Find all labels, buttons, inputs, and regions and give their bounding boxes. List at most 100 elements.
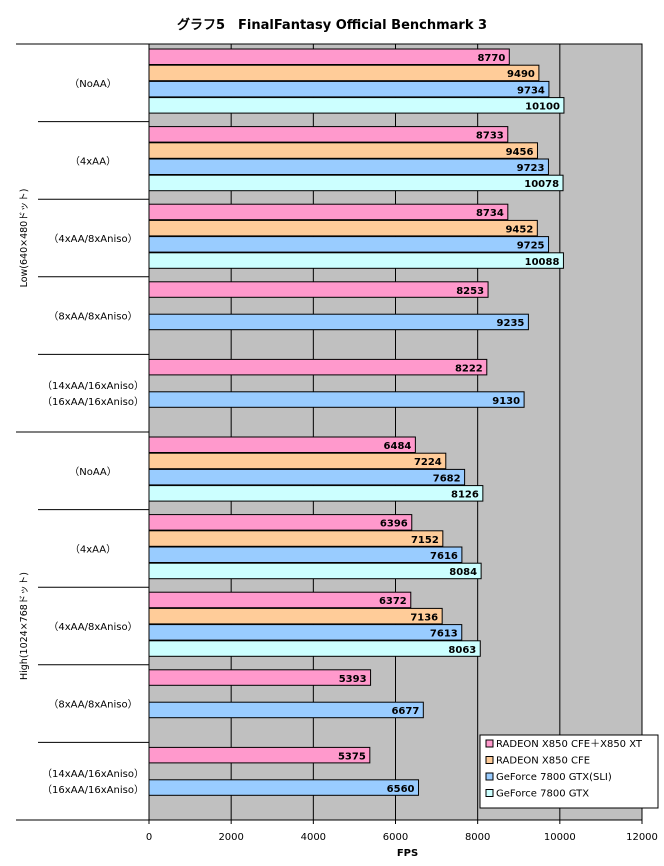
data-label: 6560 bbox=[387, 784, 415, 795]
tick-label: 12000 bbox=[626, 832, 658, 843]
category-label: （NoAA） bbox=[69, 466, 117, 478]
tick-label: 0 bbox=[146, 832, 152, 843]
group-label: High(1024×768ドット) bbox=[19, 572, 30, 680]
category-label: （NoAA） bbox=[69, 78, 117, 90]
data-label: 9452 bbox=[505, 224, 533, 235]
bar bbox=[148, 142, 538, 159]
legend-label: GeForce 7800 GTX bbox=[496, 789, 589, 800]
bar bbox=[148, 591, 412, 609]
data-label: 8063 bbox=[448, 645, 476, 656]
tick-label: 2000 bbox=[218, 832, 243, 843]
data-label: 5375 bbox=[338, 751, 366, 762]
category-label: （4xAA） bbox=[70, 155, 116, 167]
data-label: 6677 bbox=[391, 706, 419, 717]
legend-box bbox=[479, 734, 659, 809]
data-label: 10100 bbox=[525, 102, 560, 113]
data-label: 8222 bbox=[455, 363, 483, 374]
category-label: （8xAA/8xAniso） bbox=[48, 699, 137, 711]
data-label: 8084 bbox=[449, 567, 477, 578]
data-label: 6484 bbox=[384, 441, 412, 452]
data-label: 8253 bbox=[456, 286, 484, 297]
data-label: 8770 bbox=[477, 53, 505, 64]
bar bbox=[148, 607, 443, 625]
legend-swatch bbox=[485, 772, 494, 781]
x-axis-title: FPS bbox=[397, 848, 418, 859]
bar bbox=[148, 530, 444, 547]
legend-label: GeForce 7800 GTX(SLI) bbox=[496, 772, 612, 783]
data-label: 8126 bbox=[451, 490, 479, 501]
legend-swatch bbox=[485, 756, 494, 764]
bar bbox=[148, 436, 416, 453]
bar bbox=[148, 158, 549, 175]
bar bbox=[148, 64, 540, 82]
legend-label: RADEON X850 CFE＋X850 XT bbox=[496, 739, 643, 750]
category-label: （14xAA/16xAniso） bbox=[42, 768, 144, 780]
bar bbox=[148, 746, 371, 764]
legend: RADEON X850 CFE＋X850 XT RADEON X850 CFE Ge… bbox=[479, 734, 659, 809]
data-label: 8734 bbox=[476, 208, 504, 219]
data-label: 6372 bbox=[379, 596, 407, 607]
bar bbox=[148, 219, 538, 237]
bar bbox=[148, 80, 550, 98]
category-label: （16xAA/16xAniso） bbox=[42, 784, 144, 796]
data-label: 6396 bbox=[380, 519, 408, 530]
tick-label: 6000 bbox=[383, 832, 408, 843]
bar bbox=[148, 701, 424, 719]
bar bbox=[148, 97, 565, 114]
x-axis-ticks: 0 2000 4000 6000 8000 10000 12000 bbox=[146, 820, 658, 843]
bar bbox=[148, 452, 447, 470]
tick-label: 8000 bbox=[465, 832, 490, 843]
chart-title: グラフ5 FinalFantasy Official Benchmark 3 bbox=[177, 17, 487, 33]
bar bbox=[148, 779, 420, 796]
bar bbox=[148, 203, 509, 221]
bar bbox=[148, 546, 463, 563]
data-label: 7682 bbox=[433, 473, 461, 484]
group-label: Low(640×480ドット) bbox=[19, 189, 30, 288]
category-label: （16xAA/16xAniso） bbox=[42, 396, 144, 408]
bar bbox=[148, 358, 488, 376]
category-label: （4xAA/8xAniso） bbox=[48, 621, 137, 633]
bar bbox=[148, 391, 525, 408]
bar bbox=[148, 313, 529, 331]
category-labels: Low(640×480ドット) （NoAA） （4xAA） （4xAA/8xAniso… bbox=[16, 43, 149, 821]
data-label: 10078 bbox=[524, 179, 559, 190]
legend-label: RADEON X850 CFE bbox=[496, 756, 590, 767]
category-label: （8xAA/8xAniso） bbox=[48, 311, 137, 323]
bar bbox=[148, 485, 484, 502]
data-label: 9130 bbox=[492, 396, 520, 407]
data-label: 9723 bbox=[517, 163, 545, 174]
bar bbox=[148, 562, 482, 580]
data-label: 9490 bbox=[507, 69, 535, 80]
data-label: 7136 bbox=[410, 612, 438, 623]
legend-swatch bbox=[485, 789, 494, 797]
bar bbox=[148, 236, 550, 253]
bar bbox=[148, 669, 372, 686]
data-label: 10088 bbox=[525, 257, 560, 268]
data-label: 7616 bbox=[430, 551, 458, 562]
bar bbox=[148, 624, 463, 641]
data-label: 9456 bbox=[506, 147, 534, 158]
bar bbox=[148, 514, 413, 531]
bar bbox=[148, 640, 481, 657]
category-label: （4xAA） bbox=[70, 543, 116, 555]
bar bbox=[148, 468, 466, 486]
category-label: （14xAA/16xAniso） bbox=[42, 380, 144, 392]
data-label: 5393 bbox=[339, 674, 367, 685]
data-label: 8733 bbox=[476, 131, 504, 142]
category-label: （4xAA/8xAniso） bbox=[48, 233, 137, 245]
bar bbox=[148, 48, 510, 65]
data-label: 7152 bbox=[411, 535, 439, 546]
tick-label: 4000 bbox=[301, 832, 326, 843]
bar bbox=[148, 126, 509, 143]
data-label: 9734 bbox=[517, 85, 545, 96]
data-label: 7224 bbox=[414, 457, 442, 468]
data-label: 9235 bbox=[497, 318, 525, 329]
tick-label: 10000 bbox=[544, 832, 576, 843]
data-label: 7613 bbox=[430, 629, 458, 640]
data-label: 9725 bbox=[517, 241, 545, 252]
bar bbox=[148, 252, 564, 269]
bar bbox=[148, 281, 489, 298]
bar bbox=[148, 174, 564, 192]
